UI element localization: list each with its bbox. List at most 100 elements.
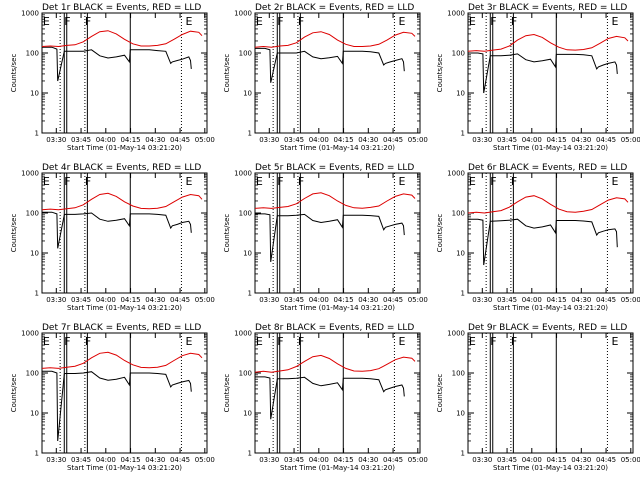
- y-tick-label: 10: [243, 250, 252, 258]
- lld-series-line: [467, 33, 629, 52]
- y-axis-label: Counts/sec: [436, 374, 444, 413]
- y-tick-label: 10: [30, 250, 39, 258]
- x-tick-label: 05:00: [195, 456, 215, 464]
- y-tick-label: 100: [452, 370, 465, 378]
- y-axis-label: Counts/sec: [436, 214, 444, 253]
- segment-marker-e: E: [43, 175, 50, 188]
- x-axis-label: Start Time (01-May-14 03:21:20): [493, 144, 608, 152]
- events-series-line: [42, 46, 192, 82]
- x-tick-label: 04:15: [546, 136, 566, 144]
- segment-marker-f: F: [85, 15, 91, 28]
- x-tick-label: 03:30: [259, 296, 279, 304]
- x-tick-label: 04:00: [96, 136, 116, 144]
- y-tick-label: 1: [461, 290, 465, 298]
- plot-frame: [467, 332, 634, 454]
- x-tick-label: 03:45: [71, 296, 91, 304]
- x-tick-label: 03:45: [497, 296, 517, 304]
- x-tick-label: 04:30: [145, 136, 165, 144]
- x-axis-label: Start Time (01-May-14 03:21:20): [67, 464, 182, 472]
- segment-marker-f: F: [85, 335, 91, 348]
- y-tick-label: 1000: [447, 10, 465, 18]
- x-tick-label: 03:45: [497, 136, 517, 144]
- x-tick-label: 04:30: [358, 456, 378, 464]
- y-tick-label: 1: [35, 450, 39, 458]
- y-tick-label: 100: [26, 50, 39, 58]
- plot-frame: [254, 332, 421, 454]
- segment-marker-e: E: [612, 15, 619, 28]
- segment-marker-e: E: [186, 175, 193, 188]
- segment-marker-e: E: [399, 15, 406, 28]
- detector-panel-1: Det 1r BLACK = Events, RED = LLD 1 10 100 10…: [10, 3, 215, 152]
- y-tick-label: 1: [248, 130, 252, 138]
- x-tick-label: 04:45: [383, 136, 403, 144]
- y-tick-label: 100: [239, 210, 252, 218]
- y-axis-label: Counts/sec: [10, 54, 18, 93]
- plot-frame: [467, 172, 634, 294]
- x-tick-label: 04:00: [522, 136, 542, 144]
- x-tick-label: 04:00: [309, 456, 329, 464]
- x-tick-label: 04:30: [571, 456, 591, 464]
- x-axis-label: Start Time (01-May-14 03:21:20): [280, 304, 395, 312]
- x-tick-label: 03:30: [46, 456, 66, 464]
- y-axis-label: Counts/sec: [223, 214, 231, 253]
- x-tick-label: 04:15: [333, 456, 353, 464]
- panel-title: Det 5r BLACK = Events, RED = LLD: [255, 163, 414, 173]
- y-tick-label: 100: [452, 210, 465, 218]
- segment-marker-f: F: [511, 15, 517, 28]
- y-axis-label: Counts/sec: [10, 374, 18, 413]
- lld-series-line: [254, 354, 416, 373]
- x-axis-label: Start Time (01-May-14 03:21:20): [493, 304, 608, 312]
- panel-title: Det 3r BLACK = Events, RED = LLD: [468, 3, 627, 13]
- x-tick-label: 04:30: [358, 296, 378, 304]
- segment-marker-f: F: [277, 175, 283, 188]
- segment-marker-e: E: [43, 15, 50, 28]
- x-tick-label: 04:00: [309, 136, 329, 144]
- y-tick-label: 10: [243, 410, 252, 418]
- panel-title: Det 2r BLACK = Events, RED = LLD: [255, 3, 414, 13]
- x-tick-label: 04:45: [383, 456, 403, 464]
- y-tick-label: 100: [26, 370, 39, 378]
- segment-marker-e: E: [399, 335, 406, 348]
- y-axis-label: Counts/sec: [223, 374, 231, 413]
- segment-marker-f: F: [277, 335, 283, 348]
- segment-marker-f: F: [298, 335, 304, 348]
- events-series-line: [255, 376, 405, 420]
- y-axis-label: Counts/sec: [223, 54, 231, 93]
- segment-marker-f: F: [64, 175, 70, 188]
- segment-marker-e: E: [186, 335, 193, 348]
- x-tick-label: 03:45: [71, 136, 91, 144]
- segment-marker-f: F: [511, 175, 517, 188]
- x-tick-label: 05:00: [621, 136, 640, 144]
- x-tick-label: 04:45: [596, 456, 616, 464]
- y-tick-label: 1000: [21, 170, 39, 178]
- plot-frame: [41, 12, 208, 134]
- events-series-line: [42, 370, 192, 442]
- lld-series-line: [254, 31, 416, 48]
- x-tick-label: 04:45: [170, 136, 190, 144]
- y-tick-label: 1: [35, 130, 39, 138]
- panel-title: Det 6r BLACK = Events, RED = LLD: [468, 163, 627, 173]
- segment-marker-f: F: [298, 175, 304, 188]
- y-tick-label: 1000: [447, 170, 465, 178]
- panel-title: Det 1r BLACK = Events, RED = LLD: [42, 3, 201, 13]
- segment-marker-e: E: [469, 15, 476, 28]
- x-tick-label: 04:45: [596, 296, 616, 304]
- detector-panel-9: Det 9r BLACK = Events, RED = LLD 1 10 100 10…: [436, 323, 640, 472]
- y-tick-label: 1: [35, 290, 39, 298]
- segment-marker-e: E: [469, 175, 476, 188]
- y-tick-label: 1: [461, 450, 465, 458]
- y-axis-label: Counts/sec: [10, 214, 18, 253]
- segment-marker-f: F: [511, 335, 517, 348]
- segment-marker-e: E: [43, 335, 50, 348]
- x-tick-label: 03:45: [497, 456, 517, 464]
- x-tick-label: 05:00: [195, 296, 215, 304]
- segment-marker-e: E: [469, 335, 476, 348]
- x-tick-label: 04:30: [145, 456, 165, 464]
- x-tick-label: 03:30: [259, 456, 279, 464]
- y-tick-label: 10: [243, 90, 252, 98]
- segment-marker-e: E: [186, 15, 193, 28]
- y-tick-label: 1000: [234, 10, 252, 18]
- lld-series-line: [41, 351, 203, 369]
- segment-marker-e: E: [256, 335, 263, 348]
- y-tick-label: 1000: [234, 330, 252, 338]
